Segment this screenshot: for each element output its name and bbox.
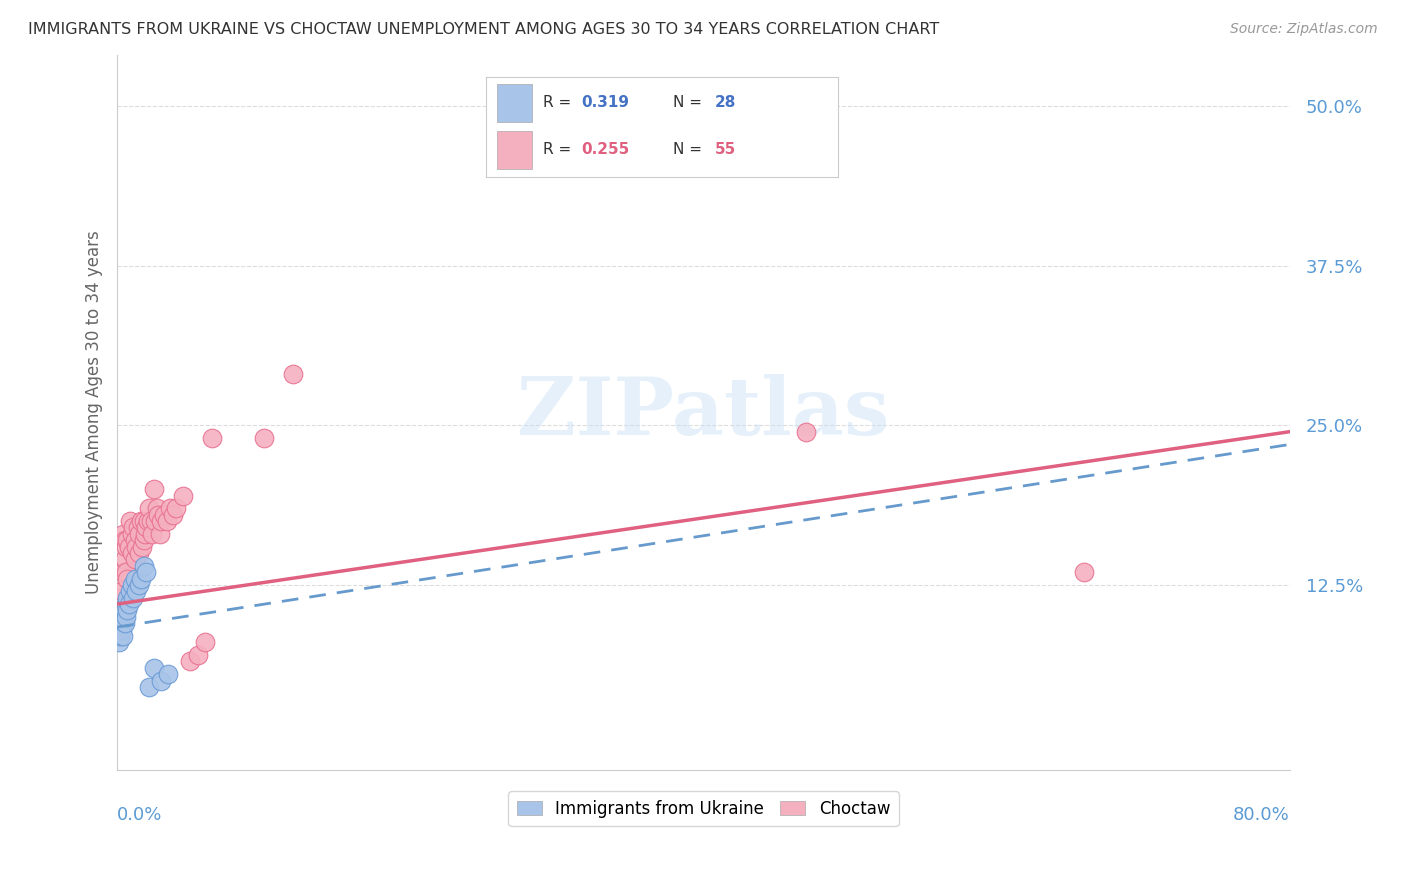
Point — [148, 508, 170, 522]
Point — [172, 489, 194, 503]
Point — [124, 533, 146, 548]
Point — [162, 508, 184, 522]
Point — [107, 623, 129, 637]
Y-axis label: Unemployment Among Ages 30 to 34 years: Unemployment Among Ages 30 to 34 years — [86, 231, 103, 594]
Point — [117, 533, 139, 548]
Point — [135, 565, 157, 579]
Point — [138, 501, 160, 516]
Point — [129, 514, 152, 528]
Text: IMMIGRANTS FROM UKRAINE VS CHOCTAW UNEMPLOYMENT AMONG AGES 30 TO 34 YEARS CORREL: IMMIGRANTS FROM UKRAINE VS CHOCTAW UNEMP… — [28, 22, 939, 37]
Point — [114, 616, 136, 631]
Point — [1073, 565, 1095, 579]
Point — [142, 661, 165, 675]
Point — [125, 584, 148, 599]
Text: ZIPatlas: ZIPatlas — [517, 374, 890, 451]
Point — [107, 623, 129, 637]
Point — [110, 584, 132, 599]
Point — [108, 591, 131, 605]
Point — [281, 368, 304, 382]
Point — [112, 565, 135, 579]
Point — [179, 655, 201, 669]
Point — [115, 597, 138, 611]
Point — [118, 540, 141, 554]
Point — [117, 572, 139, 586]
Point — [117, 591, 139, 605]
Point — [129, 572, 152, 586]
Point — [115, 540, 138, 554]
Point — [124, 572, 146, 586]
Point — [115, 565, 138, 579]
Point — [149, 526, 172, 541]
Point — [159, 501, 181, 516]
Point — [134, 526, 156, 541]
Point — [112, 616, 135, 631]
Point — [118, 597, 141, 611]
Point — [112, 629, 135, 643]
Point — [142, 482, 165, 496]
Point — [139, 514, 162, 528]
Point — [156, 514, 179, 528]
Point — [107, 635, 129, 649]
Point — [122, 591, 145, 605]
Point — [794, 425, 817, 439]
Point — [122, 520, 145, 534]
Point — [128, 578, 150, 592]
Point — [120, 514, 142, 528]
Point — [117, 603, 139, 617]
Point — [121, 546, 143, 560]
Point — [110, 609, 132, 624]
Point — [141, 526, 163, 541]
Point — [194, 635, 217, 649]
Point — [153, 508, 176, 522]
Point — [112, 526, 135, 541]
Point — [124, 552, 146, 566]
Point — [132, 514, 155, 528]
Point — [108, 629, 131, 643]
Text: 80.0%: 80.0% — [1233, 805, 1289, 823]
Point — [128, 526, 150, 541]
Point — [253, 431, 276, 445]
Point — [150, 673, 173, 688]
Point — [110, 609, 132, 624]
Point — [131, 540, 153, 554]
Point — [145, 501, 167, 516]
Point — [157, 667, 180, 681]
Point — [135, 520, 157, 534]
Point — [132, 558, 155, 573]
Point — [136, 514, 159, 528]
Point — [165, 501, 187, 516]
Point — [132, 533, 155, 548]
Point — [121, 526, 143, 541]
Point — [108, 616, 131, 631]
Point — [121, 578, 143, 592]
Point — [110, 623, 132, 637]
Point — [114, 603, 136, 617]
Point — [114, 552, 136, 566]
Point — [128, 546, 150, 560]
Point — [127, 520, 149, 534]
Point — [143, 514, 166, 528]
Point — [120, 584, 142, 599]
Point — [114, 533, 136, 548]
Point — [201, 431, 224, 445]
Point — [107, 597, 129, 611]
Point — [115, 609, 138, 624]
Point — [150, 514, 173, 528]
Text: Source: ZipAtlas.com: Source: ZipAtlas.com — [1230, 22, 1378, 37]
Text: 0.0%: 0.0% — [117, 805, 163, 823]
Point — [187, 648, 209, 662]
Legend: Immigrants from Ukraine, Choctaw: Immigrants from Ukraine, Choctaw — [508, 791, 898, 826]
Point — [108, 616, 131, 631]
Point — [125, 540, 148, 554]
Point — [138, 680, 160, 694]
